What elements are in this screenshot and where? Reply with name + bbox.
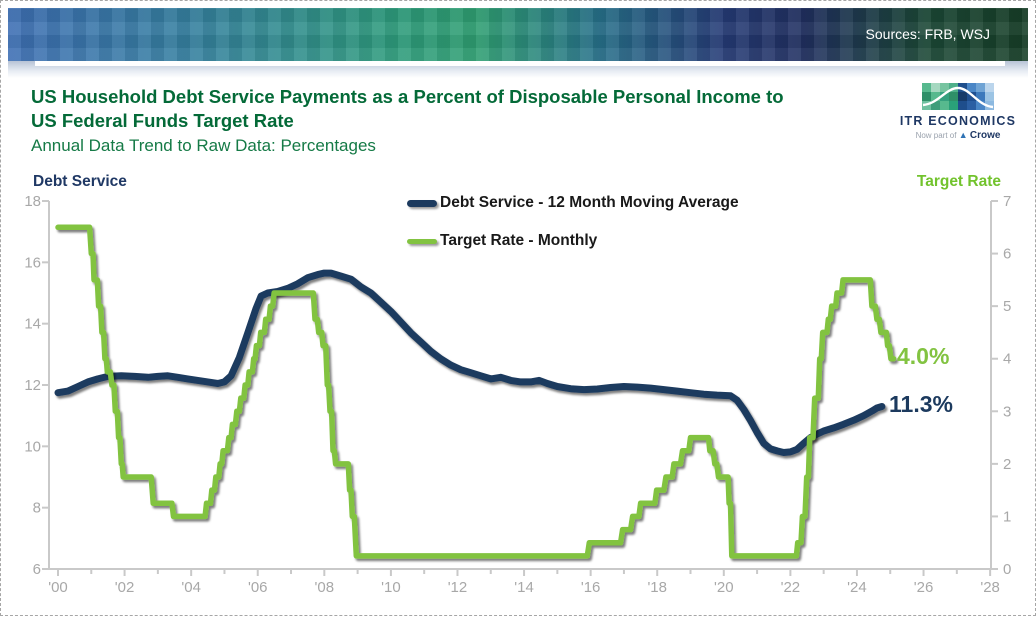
- right-axis-tick-label: 3: [1003, 403, 1011, 420]
- right-axis-tick-label: 2: [1003, 456, 1011, 473]
- logo-wordmark: ITR ECONOMICS: [899, 114, 1017, 128]
- left-axis-tick-label: 8: [33, 500, 41, 517]
- legend-swatch-debt-service: [407, 199, 437, 207]
- logo-mosaic-square: [967, 92, 976, 101]
- right-axis-tick-label: 4: [1003, 351, 1011, 368]
- itr-economics-logo: ITR ECONOMICS Now part of ▲ Crowe: [899, 83, 1017, 141]
- series-line-debt-service: [54, 269, 886, 456]
- x-axis-tick-label: '00: [48, 579, 68, 596]
- logo-mosaic-square: [958, 83, 967, 92]
- series-line-target-rate: [55, 224, 897, 559]
- x-axis-tick-label: '12: [448, 579, 468, 596]
- banner-divider: [35, 61, 1005, 66]
- legend-swatch-target-rate: [407, 238, 437, 244]
- page-title: US Household Debt Service Payments as a …: [31, 85, 901, 156]
- left-axis-tick-label: 16: [24, 254, 41, 271]
- x-axis-tick-label: '18: [647, 579, 667, 596]
- logo-mosaic-square: [940, 101, 949, 110]
- logo-mosaic-square: [967, 83, 976, 92]
- right-axis-tick-label: 0: [1003, 561, 1011, 578]
- x-axis-tick-label: '26: [914, 579, 934, 596]
- logo-mosaic-square: [940, 92, 949, 101]
- logo-tagline-prefix: Now part of: [915, 131, 957, 140]
- logo-tagline: Now part of ▲ Crowe: [899, 130, 1017, 141]
- left-axis-title: Debt Service: [33, 173, 127, 190]
- logo-mosaic-square: [976, 83, 985, 92]
- legend-item-debt-service: Debt Service - 12 Month Moving Average: [407, 194, 739, 212]
- right-axis-tick-label: 7: [1003, 193, 1011, 210]
- target-rate-end-value: 4.0%: [897, 343, 950, 369]
- sources-label: Sources: FRB, WSJ: [865, 26, 990, 42]
- logo-mosaic-square: [940, 83, 949, 92]
- logo-mosaic-square: [922, 83, 931, 92]
- x-axis-tick-label: '16: [581, 579, 601, 596]
- crowe-brand: Crowe: [969, 130, 1001, 141]
- left-axis-tick-label: 6: [33, 561, 41, 578]
- right-axis-tick-label: 6: [1003, 246, 1011, 263]
- left-axis-tick-label: 14: [24, 316, 41, 333]
- x-axis-tick-label: '14: [514, 579, 534, 596]
- logo-mosaic-square: [931, 83, 940, 92]
- banner: Sources: FRB, WSJ: [8, 8, 1028, 61]
- title-line-2: US Federal Funds Target Rate: [31, 110, 294, 131]
- x-axis-tick-label: '20: [714, 579, 734, 596]
- x-axis-tick-label: '22: [781, 579, 801, 596]
- x-axis-tick-label: '28: [980, 579, 1000, 596]
- logo-mosaic: [922, 83, 994, 110]
- x-axis-tick-label: '04: [181, 579, 201, 596]
- logo-mosaic-square: [958, 92, 967, 101]
- legend-item-target-rate: Target Rate - Monthly: [407, 232, 597, 250]
- chart-subtitle: Annual Data Trend to Raw Data: Percentag…: [31, 136, 376, 155]
- right-axis-title: Target Rate: [916, 173, 1001, 190]
- logo-mosaic-square: [931, 92, 940, 101]
- legend-label-debt-service: Debt Service - 12 Month Moving Average: [440, 194, 739, 211]
- logo-mosaic-square: [949, 101, 958, 110]
- debt-service-end-value: 11.3%: [889, 391, 953, 417]
- legend-label-target-rate: Target Rate - Monthly: [440, 232, 598, 249]
- right-axis-tick-label: 1: [1003, 508, 1011, 525]
- left-axis-tick-label: 18: [24, 193, 41, 210]
- x-axis-tick-label: '06: [248, 579, 268, 596]
- logo-mosaic-square: [967, 101, 976, 110]
- left-axis-tick-label: 10: [24, 438, 41, 455]
- logo-mosaic-square: [985, 83, 994, 92]
- logo-mosaic-square: [976, 92, 985, 101]
- x-axis-tick-label: '02: [115, 579, 135, 596]
- right-axis-tick-label: 5: [1003, 298, 1011, 315]
- x-axis-tick-label: '10: [381, 579, 401, 596]
- logo-mosaic-square: [949, 83, 958, 92]
- logo-mosaic-square: [958, 101, 967, 110]
- title-line-1: US Household Debt Service Payments as a …: [31, 86, 784, 107]
- x-axis-tick-label: '08: [315, 579, 335, 596]
- logo-mosaic-square: [931, 101, 940, 110]
- crowe-mark-icon: ▲: [958, 130, 968, 140]
- logo-curve-icon: [922, 86, 994, 109]
- left-axis-tick-label: 12: [24, 377, 41, 394]
- logo-mosaic-square: [949, 92, 958, 101]
- logo-mosaic-square: [922, 92, 931, 101]
- x-axis-tick-label: '24: [847, 579, 867, 596]
- logo-mosaic-square: [985, 92, 994, 101]
- logo-mosaic-square: [976, 101, 985, 110]
